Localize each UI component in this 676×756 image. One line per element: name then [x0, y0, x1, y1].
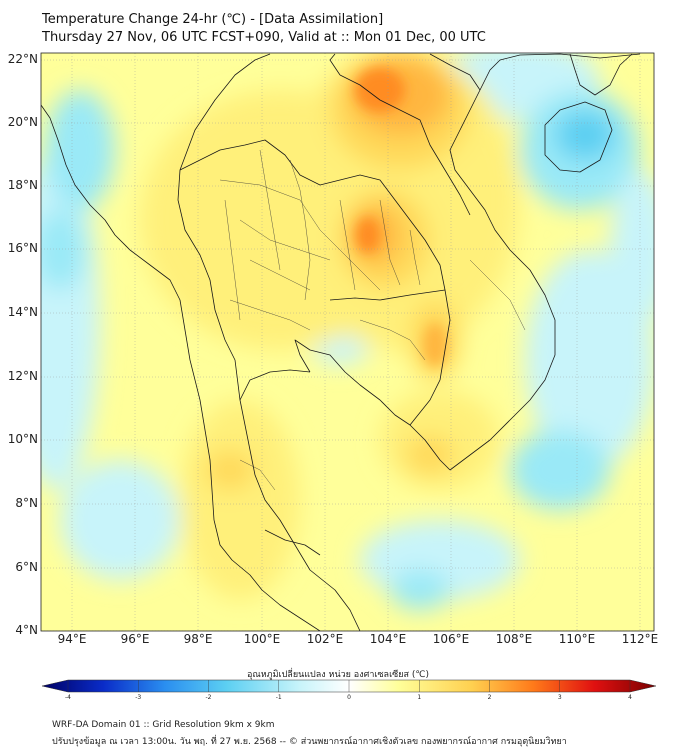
lat-label-20n: 20°N	[7, 115, 38, 129]
warm-region-delta-core	[405, 435, 455, 475]
lon-label-100e: 100°E	[243, 632, 281, 646]
colorbar	[41, 679, 657, 693]
lon-label-96e: 96°E	[120, 632, 150, 646]
border-myanmar-east	[177, 169, 241, 401]
coastline-gulf-thailand	[294, 339, 451, 471]
map-subtitle: Thursday 27 Nov, 06 UTC FCST+090, Valid …	[42, 30, 486, 45]
footer-domain-info: WRF-DA Domain 01 :: Grid Resolution 9km …	[52, 720, 275, 730]
colorbar-tick-minus3: -3	[135, 694, 142, 701]
warm-region-peninsula	[180, 400, 300, 600]
border-laos-vietnam	[339, 74, 471, 216]
colorbar-tick-3: 3	[557, 694, 562, 701]
coastline-peninsula-east	[239, 369, 361, 631]
colorbar-tick-minus4: -4	[65, 694, 71, 701]
cool-core-hainan	[555, 110, 615, 160]
coastline-peninsula-west	[213, 519, 321, 631]
lon-label-102e: 102°E	[306, 632, 344, 646]
coastline-hainan	[544, 101, 613, 173]
lat-label-6n: 6°N	[15, 560, 38, 574]
lat-label-16n: 16°N	[7, 241, 38, 255]
colorbar-tick-2: 2	[487, 694, 492, 701]
coastline-leizhou	[569, 53, 633, 96]
coastline-vietnam	[449, 53, 641, 471]
cool-region-west	[41, 210, 85, 290]
border-china-vietnam	[329, 53, 481, 91]
colorbar-label: อุณหภูมิเปลี่ยนแปลง หน่วย องศาเซลเซียส (…	[246, 670, 430, 680]
lon-label-94e: 94°E	[57, 632, 87, 646]
lon-label-110e: 110°E	[558, 632, 596, 646]
border-malaysia	[264, 529, 321, 556]
colorbar-tick-0: 0	[347, 694, 351, 701]
cool-region-south-core	[390, 570, 450, 610]
province-boundaries	[219, 149, 526, 491]
lon-label-112e: 112°E	[621, 632, 659, 646]
cool-region-sea-south	[510, 430, 610, 510]
field-anomaly-blobs	[41, 53, 654, 610]
colorbar-tick-minus1: -1	[275, 694, 282, 701]
lat-label-22n: 22°N	[7, 52, 38, 66]
lat-label-14n: 14°N	[7, 305, 38, 319]
warm-region-peninsula-core	[205, 450, 255, 490]
lon-label-98e: 98°E	[183, 632, 213, 646]
map-title: Temperature Change 24-hr (℃) - [Data Ass…	[42, 12, 384, 27]
colorbar-tick-minus2: -2	[205, 694, 212, 701]
colorbar-tick-1: 1	[417, 694, 422, 701]
cool-region-northwest	[45, 90, 115, 210]
lon-label-108e: 108°E	[495, 632, 533, 646]
lat-label-12n: 12°N	[7, 369, 38, 383]
border-myanmar-china	[179, 53, 271, 171]
hottest-core-northeast	[356, 217, 380, 253]
lat-label-10n: 10°N	[7, 432, 38, 446]
cool-region-east	[610, 170, 654, 330]
temperature-field	[41, 53, 654, 631]
lon-label-104e: 104°E	[369, 632, 407, 646]
border-thailand-north	[179, 139, 446, 291]
cool-region-southwest	[60, 460, 180, 580]
hot-core-cambodia	[423, 323, 447, 367]
lon-label-106e: 106°E	[432, 632, 470, 646]
lat-label-8n: 8°N	[15, 496, 38, 510]
colorbar-tick-4: 4	[628, 694, 632, 701]
map-frame	[40, 52, 655, 632]
coastlines-borders	[41, 53, 641, 631]
coastline-myanmar-west	[41, 104, 215, 521]
hottest-core-north	[355, 68, 405, 112]
footer-credit: ปรับปรุงข้อมูล ณ เวลา 13:00น. วัน พฤ. ที…	[52, 737, 567, 747]
border-cambodia	[329, 289, 451, 426]
lat-label-18n: 18°N	[7, 178, 38, 192]
lat-label-4n: 4°N	[15, 623, 38, 637]
